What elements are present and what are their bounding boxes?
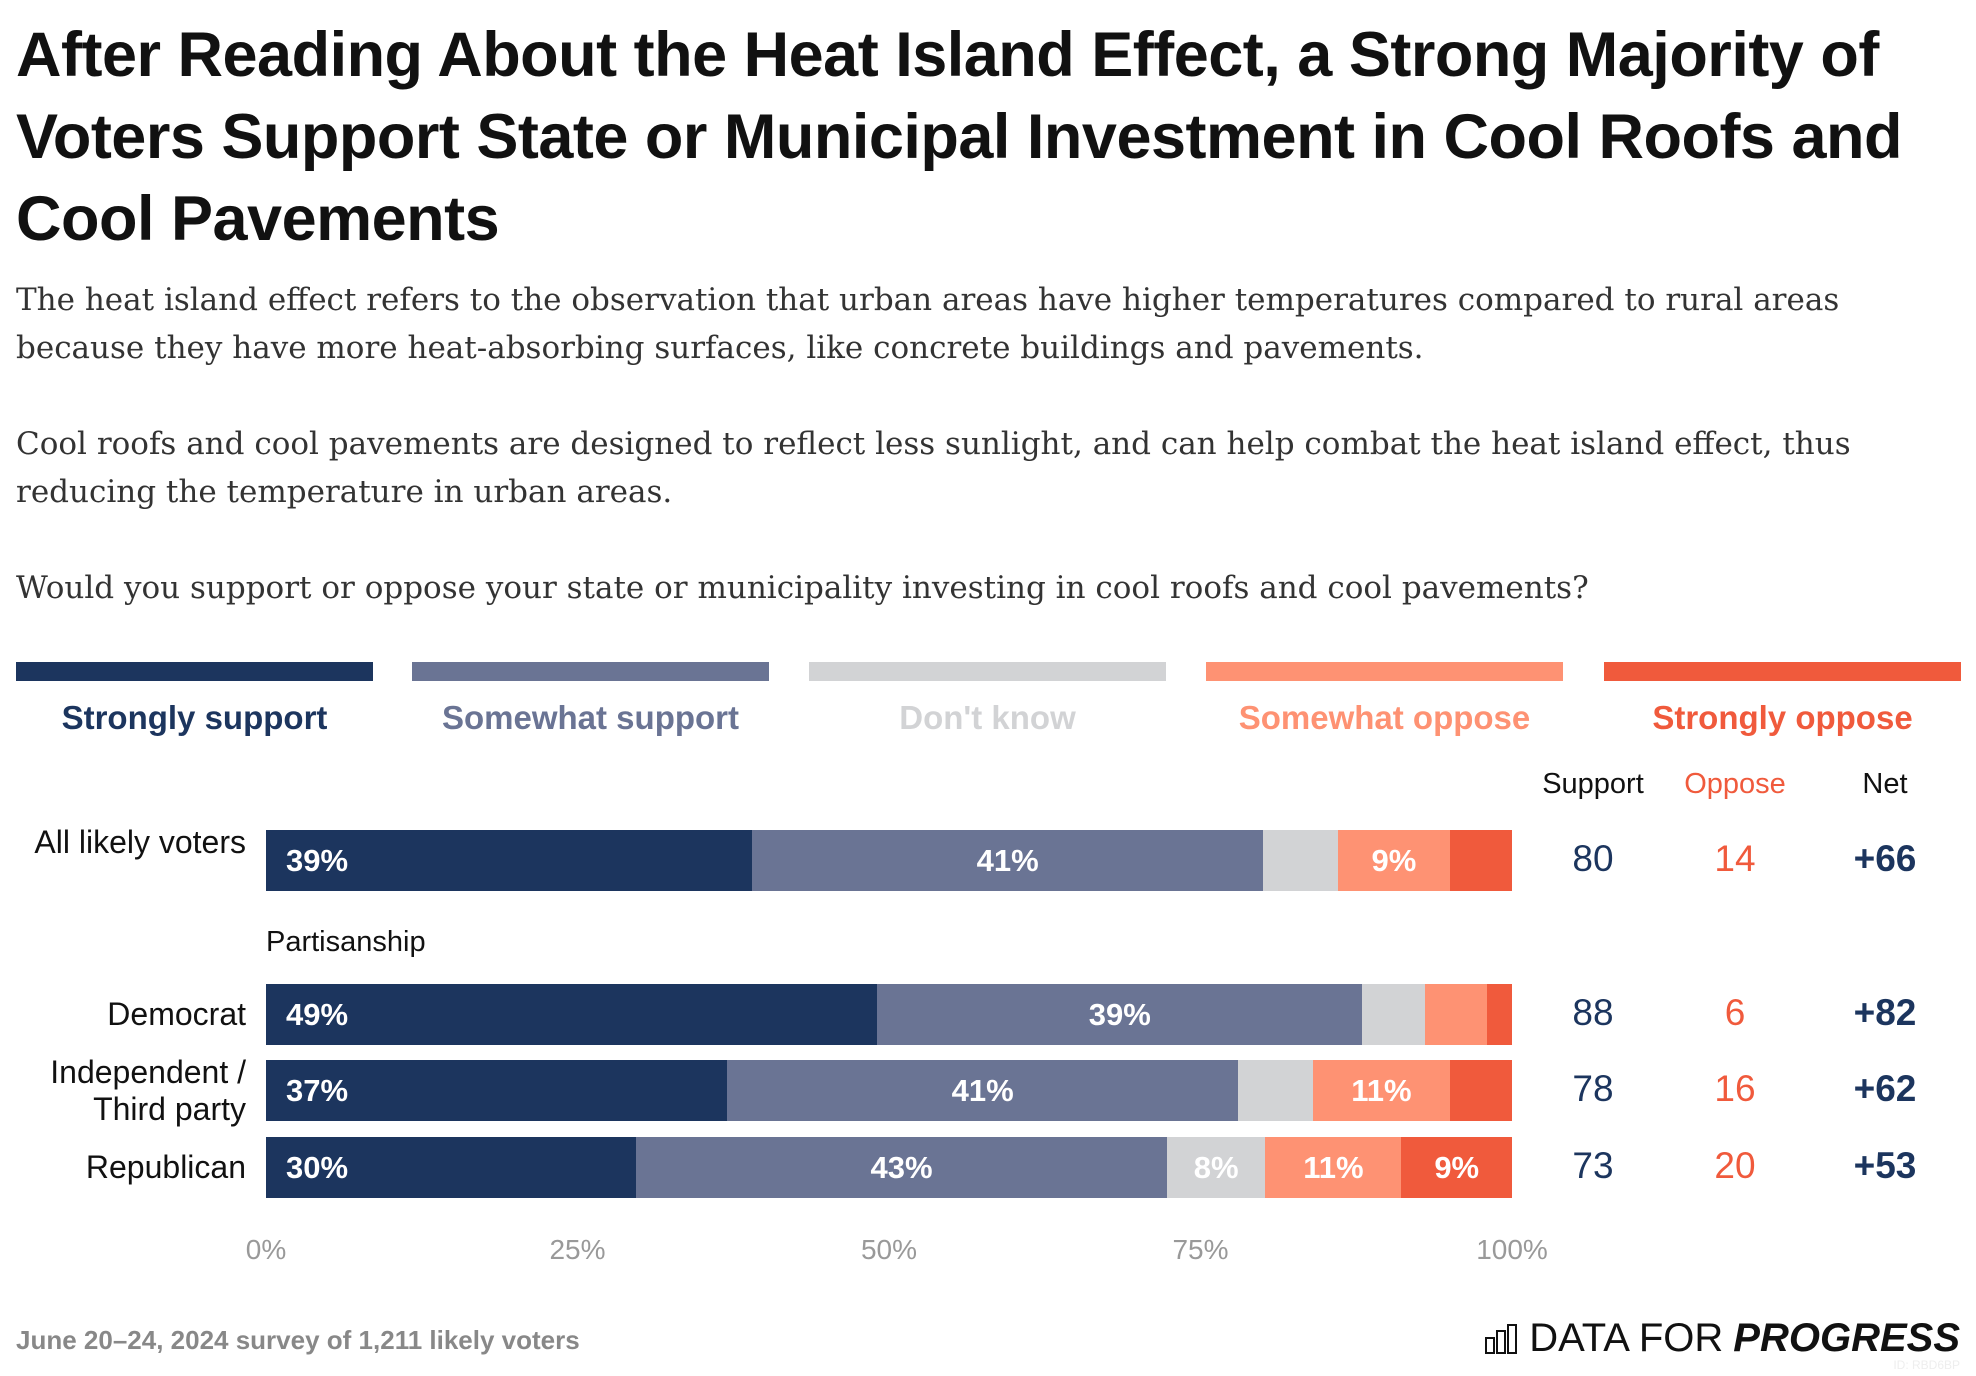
legend-swatch (16, 662, 373, 681)
bar-segment-somewhat-oppose: 11% (1265, 1137, 1402, 1198)
x-tick-label: 50% (860, 1234, 918, 1265)
bar-segment-somewhat-oppose: 9% (1337, 830, 1451, 891)
chart-title: After Reading About the Heat Island Effe… (16, 20, 1902, 254)
subtitle-explanation: Cool roofs and cool pavements are design… (16, 426, 1851, 510)
support-value: 88 (1572, 992, 1614, 1033)
bar-segment-strongly-oppose (1449, 1060, 1513, 1121)
row-label: Democrat (107, 996, 246, 1032)
bar-segment-somewhat-support: 39% (876, 984, 1363, 1045)
oppose-value: 16 (1714, 1068, 1756, 1109)
column-header-oppose: Oppose (1684, 768, 1786, 800)
legend-swatch (1604, 662, 1961, 681)
data-label: 41% (976, 842, 1039, 878)
bar-segment-strongly-support: 39% (266, 830, 753, 891)
oppose-value: 20 (1714, 1145, 1756, 1186)
x-tick-label: 25% (549, 1234, 606, 1265)
logo: DATA FOR PROGRESS (1485, 1316, 1960, 1361)
support-value: 78 (1572, 1068, 1614, 1109)
data-label: 9% (1434, 1149, 1480, 1185)
bar-segment-somewhat-oppose (1424, 984, 1488, 1045)
bar-segment-strongly-support: 30% (266, 1137, 637, 1198)
bar-segment-don-t-know (1362, 984, 1426, 1045)
logo-text-bold: PROGRESS (1733, 1316, 1960, 1360)
legend-swatch (809, 662, 1166, 681)
logo-text-light: DATA FOR (1529, 1316, 1724, 1360)
subtitle-question: Would you support or oppose your state o… (16, 570, 1589, 606)
legend-label: Somewhat support (441, 699, 740, 736)
bar-segment-don-t-know (1262, 830, 1339, 891)
x-tick-label: 75% (1172, 1234, 1229, 1265)
subtitle-intro: The heat island effect refers to the obs… (16, 282, 1840, 366)
legend-item: Don't know (809, 662, 1166, 737)
bar-chart-icon (1485, 1323, 1518, 1354)
bar-segment-somewhat-support: 43% (636, 1137, 1168, 1198)
legend-label: Strongly oppose (1652, 699, 1913, 736)
data-label: 41% (951, 1072, 1014, 1108)
legend-swatch (1206, 662, 1563, 681)
x-tick-label: 0% (245, 1234, 287, 1265)
legend-item: Somewhat oppose (1206, 662, 1563, 737)
bar-segment-somewhat-support: 41% (751, 830, 1264, 891)
net-value: +62 (1853, 1068, 1917, 1109)
net-value: +66 (1853, 838, 1917, 879)
bar-segment-strongly-support: 37% (266, 1060, 728, 1121)
support-value: 80 (1572, 838, 1614, 879)
support-value: 73 (1572, 1145, 1614, 1186)
data-label: 49% (286, 996, 349, 1032)
data-label: 11% (1351, 1072, 1412, 1108)
column-header-support: Support (1542, 768, 1644, 800)
legend-label: Somewhat oppose (1238, 699, 1531, 736)
net-value: +82 (1853, 992, 1917, 1033)
bar-segment-strongly-oppose: 9% (1400, 1137, 1513, 1198)
legend-label: Strongly support (61, 699, 328, 736)
data-label: 39% (286, 842, 349, 878)
row-label: All likely voters (34, 824, 246, 860)
data-label: 30% (286, 1149, 349, 1185)
net-value: +53 (1853, 1145, 1917, 1186)
data-label: 39% (1088, 996, 1151, 1032)
bar-segment-don-t-know (1237, 1060, 1314, 1121)
legend-item: Strongly oppose (1604, 662, 1961, 737)
bar-segment-strongly-support: 49% (266, 984, 878, 1045)
bar-segment-somewhat-support: 41% (727, 1060, 1239, 1121)
x-tick-label: 100% (1476, 1234, 1548, 1265)
bar-segment-somewhat-oppose: 11% (1312, 1060, 1451, 1121)
column-header-net: Net (1862, 768, 1908, 800)
data-label: 37% (286, 1072, 349, 1108)
row-label: Republican (85, 1149, 246, 1185)
group-label-partisanship: Partisanship (266, 926, 426, 958)
bar-segment-strongly-oppose (1487, 984, 1513, 1045)
chart-id: ID: RBD6BP (1893, 1358, 1960, 1372)
oppose-value: 6 (1724, 992, 1746, 1033)
bar-segment-strongly-oppose (1449, 830, 1513, 891)
data-label: 43% (870, 1149, 933, 1185)
legend-label: Don't know (899, 699, 1076, 736)
data-label: 8% (1193, 1149, 1239, 1185)
data-label: 9% (1371, 842, 1417, 878)
legend-swatch (412, 662, 769, 681)
data-label: 11% (1303, 1149, 1364, 1185)
footer-source: June 20–24, 2024 survey of 1,211 likely … (16, 1325, 580, 1355)
row-label: Independent / Third party (50, 1054, 246, 1127)
legend-item: Somewhat support (412, 662, 769, 737)
bar-segment-don-t-know: 8% (1166, 1137, 1266, 1198)
legend-item: Strongly support (16, 662, 373, 737)
oppose-value: 14 (1714, 838, 1756, 879)
